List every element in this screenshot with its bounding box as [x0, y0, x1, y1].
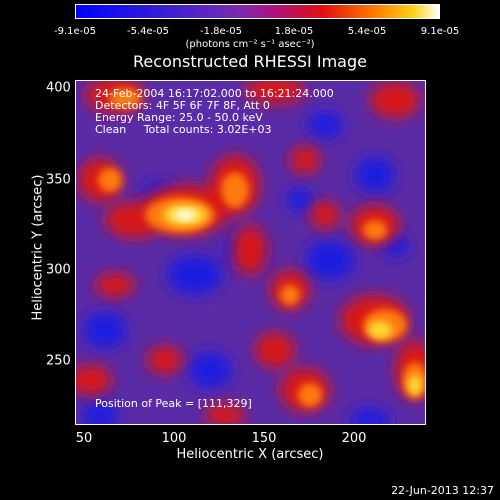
image-title: Reconstructed RHESSI Image [133, 52, 367, 71]
x-tick-label: 200 [341, 431, 367, 446]
colorbar-units: (photons cm⁻² s⁻¹ asec⁻²) [185, 39, 315, 50]
total-counts: Clean Total counts: 3.02E+03 [95, 123, 272, 136]
energy-range: Energy Range: 25.0 - 50.0 keV [95, 111, 263, 124]
colorbar-tick: 5.4e-05 [347, 26, 387, 37]
colorbar-tick: 1.8e-05 [274, 26, 314, 37]
detectors: Detectors: 4F 5F 6F 7F 8F, Att 0 [95, 99, 270, 112]
y-tick-label: 300 [46, 262, 71, 278]
x-tick-label: 50 [75, 431, 93, 446]
y-tick-label: 350 [46, 172, 71, 188]
peak-position: Position of Peak = [111,329] [95, 397, 252, 410]
colorbar-tick: -5.4e-05 [127, 26, 169, 37]
time-range: 24-Feb-2004 16:17:02.000 to 16:21:24.000 [95, 87, 334, 100]
rhessi-image [75, 80, 426, 425]
y-tick-label: 400 [46, 80, 71, 96]
y-axis-label: Heliocentric Y (arcsec) [30, 174, 46, 321]
colorbar-tick: -1.8e-05 [200, 26, 242, 37]
y-tick-label: 250 [46, 353, 71, 369]
generation-date: 22-Jun-2013 12:37 [391, 484, 494, 497]
x-axis-label: Heliocentric X (arcsec) [176, 447, 324, 462]
colorbar-tick: 9.1e-05 [420, 26, 460, 37]
colorbar [75, 4, 440, 19]
x-tick-label: 100 [161, 431, 187, 446]
colorbar-tick: -9.1e-05 [54, 26, 96, 37]
x-tick-label: 150 [251, 431, 277, 446]
